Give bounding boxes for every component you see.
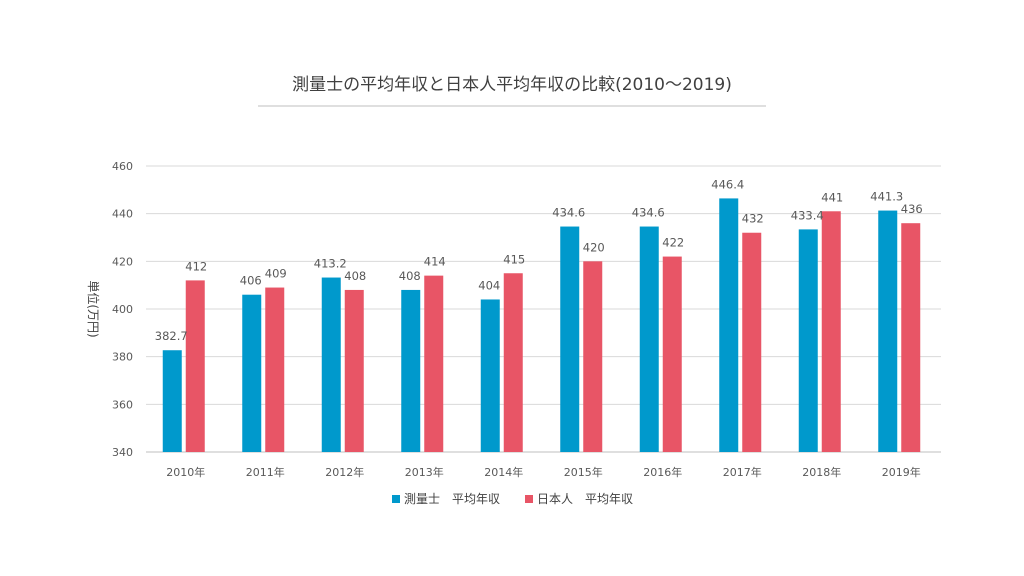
data-label: 433.4: [791, 208, 824, 222]
bar-japan-average: [901, 223, 921, 452]
x-tick-label: 2015年: [564, 465, 603, 479]
bars: [162, 198, 921, 452]
legend-swatch: [392, 495, 400, 503]
data-label: 441.3: [870, 190, 903, 204]
data-label: 408: [399, 269, 421, 283]
legend-label: 測量士 平均年収: [404, 492, 500, 506]
x-tick-label: 2012年: [325, 465, 364, 479]
y-axis-label: 単位(万円): [86, 280, 101, 337]
y-tick-label: 360: [112, 398, 133, 411]
bar-surveyor: [798, 229, 818, 452]
bar-japan-average: [344, 289, 364, 452]
data-label: 412: [185, 259, 207, 273]
bar-surveyor: [242, 294, 262, 452]
data-label: 422: [662, 236, 684, 250]
bar-surveyor: [321, 277, 341, 452]
y-tick-label: 380: [112, 351, 133, 364]
bar-japan-average: [742, 232, 762, 452]
bar-surveyor: [480, 299, 500, 452]
data-label: 406: [240, 274, 262, 288]
x-tick-label: 2016年: [643, 465, 682, 479]
bar-japan-average: [265, 287, 285, 452]
y-tick-label: 400: [112, 303, 133, 316]
bar-japan-average: [821, 211, 841, 452]
data-label: 436: [901, 202, 923, 216]
x-tick-label: 2019年: [882, 465, 921, 479]
data-label: 446.4: [711, 177, 744, 191]
bar-surveyor: [719, 198, 739, 452]
legend: 測量士 平均年収 日本人 平均年収: [392, 492, 633, 506]
data-label: 420: [583, 240, 605, 254]
data-label: 441: [821, 190, 843, 204]
data-label: 404: [478, 278, 500, 292]
data-label: 434.6: [552, 206, 585, 220]
legend-label: 日本人 平均年収: [537, 492, 633, 506]
bar-surveyor: [560, 226, 580, 452]
x-tick-label: 2013年: [405, 465, 444, 479]
data-label: 434.6: [632, 206, 665, 220]
data-label: 409: [265, 267, 287, 281]
data-label: 413.2: [314, 257, 347, 271]
x-tick-label: 2018年: [802, 465, 841, 479]
y-tick-label: 440: [112, 208, 133, 221]
bar-surveyor: [401, 289, 421, 452]
bar-japan-average: [424, 275, 444, 452]
x-tick-label: 2017年: [723, 465, 762, 479]
bar-surveyor: [162, 350, 182, 452]
data-label: 382.7: [155, 329, 188, 343]
data-label: 408: [344, 269, 366, 283]
bar-surveyor: [639, 226, 659, 452]
data-label: 432: [742, 212, 764, 226]
chart-title: 測量士の平均年収と日本人平均年収の比較(2010～2019): [292, 75, 732, 95]
y-tick-label: 460: [112, 160, 133, 173]
bar-japan-average: [503, 273, 523, 452]
bar-japan-average: [662, 256, 682, 452]
data-label: 414: [424, 255, 446, 269]
data-label: 415: [503, 252, 525, 266]
legend-swatch: [525, 495, 533, 503]
bar-japan-average: [583, 261, 603, 452]
x-axis-ticks: 2010年 2011年 2012年 2013年 2014年 2015年 2016年 2017年…: [166, 465, 921, 479]
bar-japan-average: [185, 280, 205, 452]
x-tick-label: 2011年: [246, 465, 285, 479]
y-tick-label: 420: [112, 255, 133, 268]
y-axis-ticks: 340 360 380 400 420 440 460: [112, 160, 133, 459]
x-tick-label: 2010年: [166, 465, 205, 479]
y-tick-label: 340: [112, 446, 133, 459]
bar-surveyor: [878, 210, 898, 452]
x-tick-label: 2014年: [484, 465, 523, 479]
